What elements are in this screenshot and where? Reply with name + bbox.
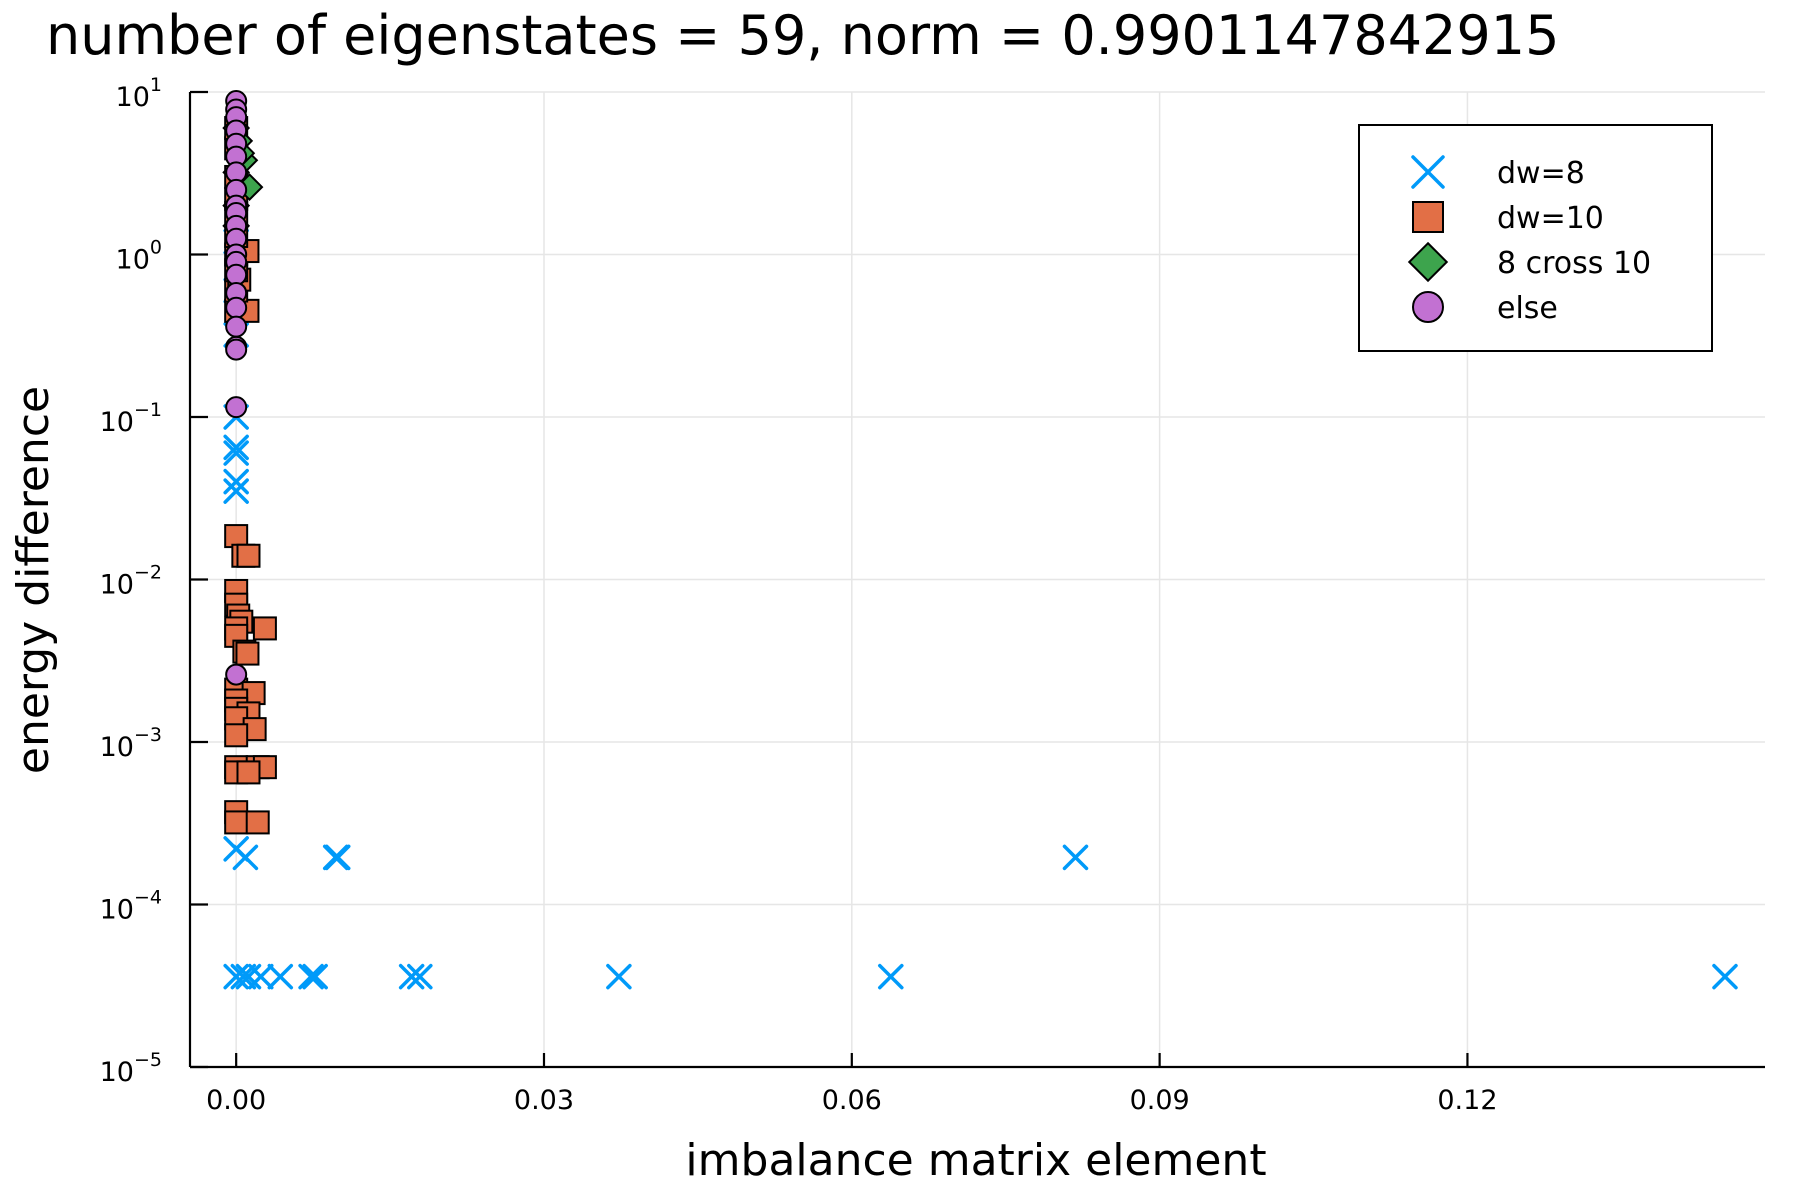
data-point xyxy=(248,963,274,990)
data-point xyxy=(223,478,249,504)
data-point xyxy=(236,760,261,785)
y-tick-label: 10−1 xyxy=(100,399,162,438)
data-point xyxy=(224,723,249,748)
data-point xyxy=(225,296,248,319)
y-tick-label: 10−5 xyxy=(100,1049,162,1088)
x-tick-label: 0.12 xyxy=(1437,1085,1497,1116)
data-point xyxy=(325,844,351,871)
data-point xyxy=(1062,844,1089,871)
y-tick-label: 100 xyxy=(116,237,162,276)
data-point xyxy=(223,434,249,461)
y-tick-label: 10−3 xyxy=(100,724,162,763)
data-point xyxy=(225,396,248,419)
data-point xyxy=(225,338,248,361)
y-tick-label: 10−4 xyxy=(100,887,162,926)
legend-marker xyxy=(1407,241,1449,283)
x-tick-label: 0.06 xyxy=(822,1085,882,1116)
data-point xyxy=(1712,963,1738,990)
legend-label: dw=8 xyxy=(1497,156,1585,191)
data-point xyxy=(606,963,632,990)
data-point xyxy=(223,468,249,495)
x-tick-label: 0.09 xyxy=(1130,1085,1190,1116)
data-point xyxy=(235,641,260,666)
legend-label: else xyxy=(1497,291,1558,326)
legend-label: 8 cross 10 xyxy=(1497,246,1651,281)
data-point xyxy=(230,963,257,990)
series-4 xyxy=(225,90,248,686)
y-tick-label: 10−2 xyxy=(100,562,162,601)
data-point xyxy=(225,315,248,338)
chart-title: number of eigenstates = 59, norm = 0.990… xyxy=(46,4,1559,67)
legend-marker xyxy=(1411,155,1445,189)
legend-label: dw=10 xyxy=(1497,201,1604,236)
data-point xyxy=(224,810,249,835)
data-point xyxy=(232,844,259,871)
data-point xyxy=(245,810,270,835)
data-point xyxy=(225,663,248,686)
legend: dw=8 dw=10 8 cross 10 else xyxy=(1358,124,1713,352)
x-tick-label: 0.03 xyxy=(514,1085,574,1116)
y-axis-label: energy difference xyxy=(8,386,59,774)
data-point xyxy=(407,963,433,990)
data-point xyxy=(298,963,324,990)
x-axis-label: imbalance matrix element xyxy=(685,1135,1266,1186)
data-point xyxy=(878,963,904,990)
data-points xyxy=(222,90,1738,990)
x-tick-label: 0.00 xyxy=(206,1085,266,1116)
data-point xyxy=(223,440,249,466)
data-point xyxy=(267,963,294,990)
data-point xyxy=(252,616,277,641)
legend-marker xyxy=(1412,291,1444,323)
axes: 0.00 0.03 0.06 0.09 0.12 10−5 10−4 10−3 10−2 10−1… xyxy=(100,74,1765,1116)
legend-marker xyxy=(1412,201,1444,233)
y-tick-label: 101 xyxy=(116,74,162,113)
data-point xyxy=(398,963,425,990)
data-point xyxy=(302,963,328,990)
data-point xyxy=(236,543,261,568)
data-point xyxy=(225,263,248,286)
